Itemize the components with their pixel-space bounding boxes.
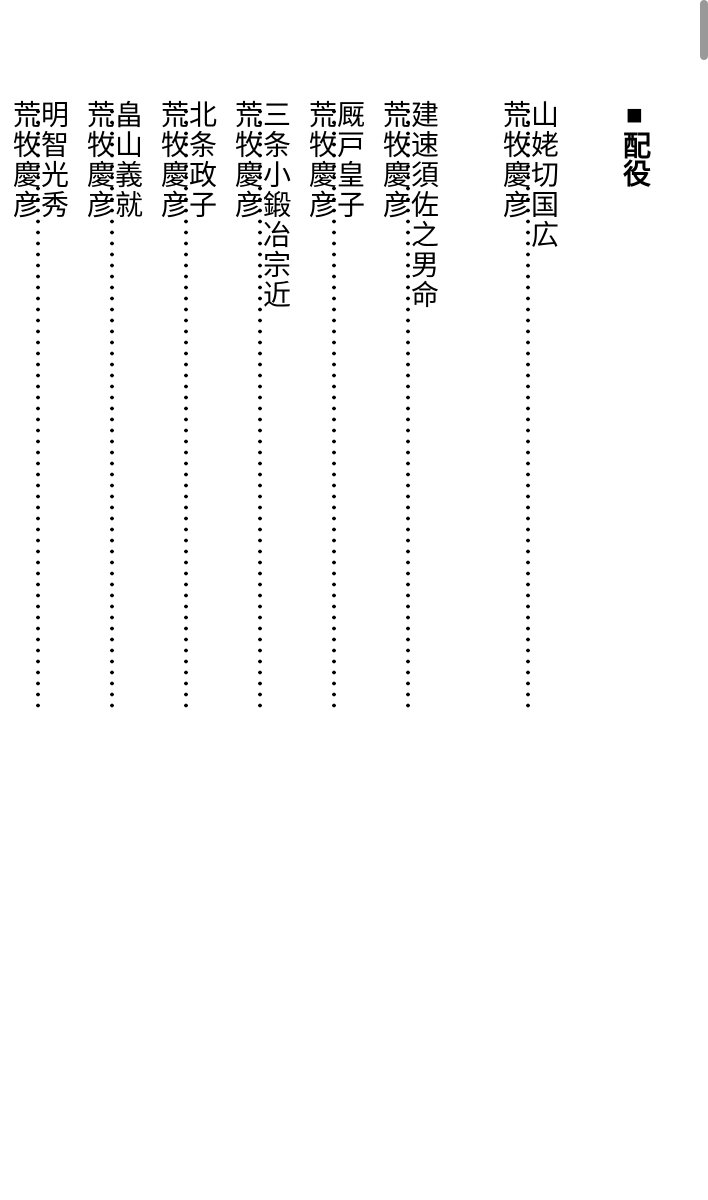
cast-entry: 建速須佐之男命荒牧慶彦 — [380, 100, 436, 720]
cast-entry: 厩戸皇子荒牧慶彦 — [306, 100, 362, 720]
cast-entry: 北条政子荒牧慶彦 — [158, 100, 214, 720]
cast-list-container: ■配役山姥切国広荒牧慶彦建速須佐之男命荒牧慶彦厩戸皇子荒牧慶彦三条小鍛冶宗近荒牧… — [0, 100, 648, 720]
role-name: 山姥切国広 — [528, 100, 556, 720]
scrollbar-thumb[interactable] — [700, 0, 708, 60]
role-name: 畠山義就 — [112, 100, 140, 720]
cast-entry: 畠山義就荒牧慶彦 — [84, 100, 140, 720]
cast-entry: 三条小鍛冶宗近荒牧慶彦 — [232, 100, 288, 720]
section-header: ■配役 — [620, 100, 648, 720]
actor-name: 荒牧慶彦 — [84, 100, 112, 720]
actor-name: 荒牧慶彦 — [10, 100, 38, 720]
role-name: 建速須佐之男命 — [408, 100, 436, 720]
actor-name: 荒牧慶彦 — [158, 100, 186, 720]
cast-entry: 明智光秀荒牧慶彦 — [10, 100, 66, 720]
actor-name: 荒牧慶彦 — [232, 100, 260, 720]
actor-name: 荒牧慶彦 — [380, 100, 408, 720]
role-name: 厩戸皇子 — [334, 100, 362, 720]
actor-name: 荒牧慶彦 — [500, 100, 528, 720]
cast-entry: 山姥切国広荒牧慶彦 — [500, 100, 556, 720]
actor-name: 荒牧慶彦 — [306, 100, 334, 720]
role-name: 北条政子 — [186, 100, 214, 720]
role-name: 三条小鍛冶宗近 — [260, 100, 288, 720]
role-name: 明智光秀 — [38, 100, 66, 720]
spacer — [574, 100, 602, 720]
spacer — [454, 100, 482, 720]
